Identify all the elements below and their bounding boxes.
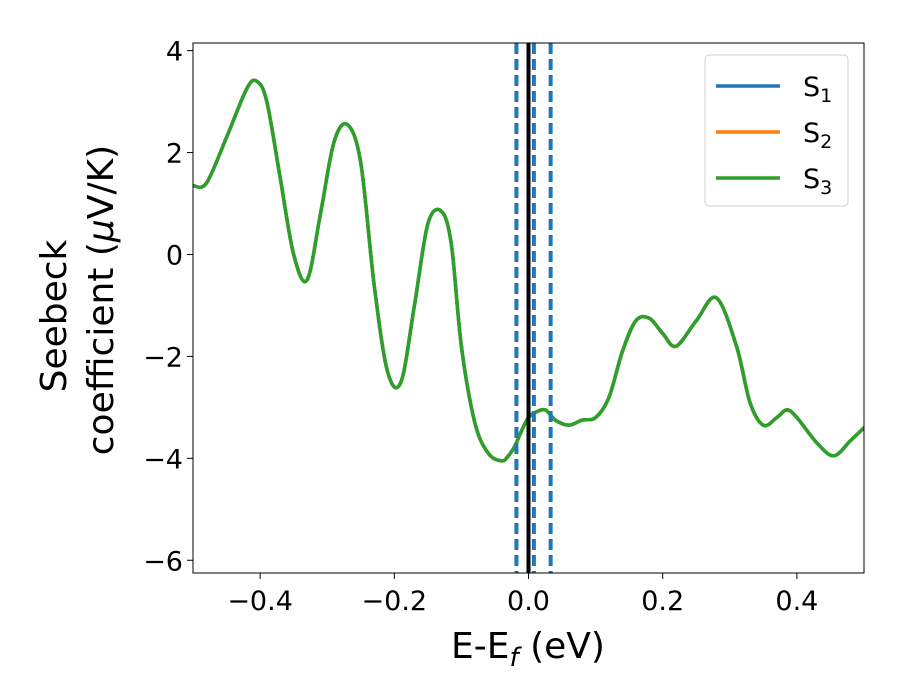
series-lines [193,78,864,463]
y-axis-ticks: −6 −4 −2 0 2 4 [143,37,193,577]
y-tick-label: −2 [143,342,183,373]
x-tick-label: 0.2 [641,586,684,617]
legend-label-s3: S3 [803,164,832,199]
x-axis-title: E-Ef (eV) [451,626,605,673]
x-tick-label: 0.4 [775,586,818,617]
x-tick-label: −0.4 [227,586,293,617]
reference-lines [514,43,553,573]
y-tick-label: 2 [166,139,183,170]
x-axis-ticks: −0.4 −0.2 0.0 0.2 0.4 [227,573,818,617]
y-tick-label: 4 [166,37,183,68]
legend-label-s1: S1 [803,72,832,107]
y-axis-title-line2: coefficient (μV/K) [81,145,122,455]
legend-items: S1 S2 S3 [716,72,832,199]
y-axis-title-line1: Seebeck [34,239,75,392]
x-tick-label: −0.2 [362,586,428,617]
x-tick-label: 0.0 [507,586,550,617]
y-tick-label: −4 [143,444,183,475]
y-tick-label: −6 [143,546,183,577]
legend-label-s2: S2 [803,118,832,153]
legend: S1 S2 S3 [704,54,849,207]
y-axis-title: Seebeck coefficient (μV/K) [34,145,122,455]
series-line-s3 [193,78,864,463]
y-tick-label: 0 [166,240,183,271]
